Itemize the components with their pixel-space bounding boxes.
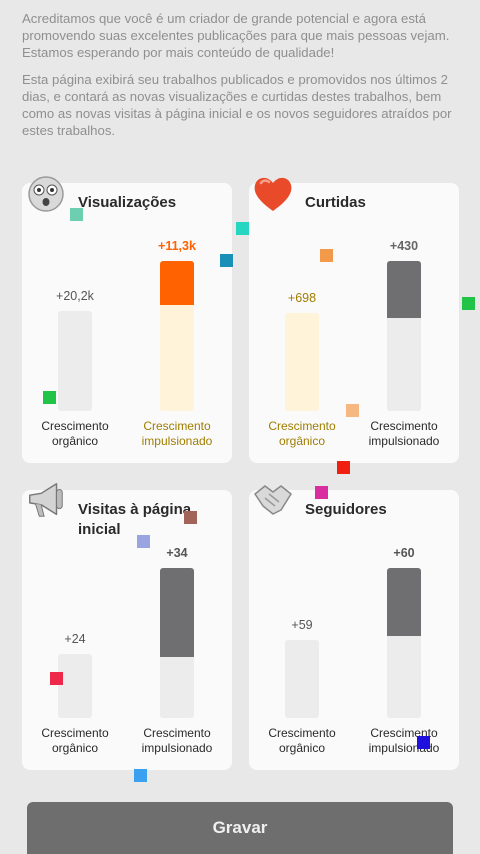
visits-boosted-bar: [160, 568, 194, 718]
decor-square: [337, 461, 350, 474]
decor-square: [417, 736, 430, 749]
likes-organic-column: +698 Crescimento orgânico: [257, 291, 347, 449]
decor-square: [346, 404, 359, 417]
visits-organic-label: Crescimento orgânico: [41, 726, 109, 755]
views-organic-column: +20,2k Crescimento orgânico: [30, 289, 120, 449]
views-boosted-fill: [160, 261, 194, 305]
followers-boosted-value: +60: [393, 546, 415, 560]
handshake-icon: [251, 478, 295, 522]
decor-square: [320, 249, 333, 262]
decor-square: [220, 254, 233, 267]
likes-boosted-fill: [387, 261, 421, 318]
followers-boosted-bar: [387, 568, 421, 718]
surprised-face-icon: [24, 171, 68, 215]
likes-organic-value: +698: [287, 291, 317, 305]
likes-title: Curtidas: [305, 194, 366, 211]
views-organic-label: Crescimento orgânico: [41, 419, 109, 448]
decor-square: [70, 208, 83, 221]
visits-boosted-value: +34: [166, 546, 188, 560]
decor-square: [184, 511, 197, 524]
record-button[interactable]: Gravar: [27, 802, 453, 854]
decor-square: [50, 672, 63, 685]
megaphone-icon: [24, 478, 68, 522]
views-boosted-column: +11,3k Crescimento impulsionado: [132, 239, 222, 449]
homepage-visits-card: Visitas à página inicial +24 Crescimento…: [22, 483, 232, 770]
followers-organic-bar: [285, 640, 319, 718]
followers-boosted-base: [387, 635, 421, 718]
likes-boosted-column: +430 Crescimento impulsionado: [359, 239, 449, 449]
views-title: Visualizações: [78, 194, 177, 211]
visits-organic-bar: [58, 654, 92, 718]
visits-boosted-column: +34 Crescimento impulsionado: [132, 546, 222, 756]
followers-boosted-column: +60 Crescimento impulsionado: [359, 546, 449, 756]
followers-boosted-label: Crescimento impulsionado: [368, 726, 440, 755]
followers-organic-label: Crescimento orgânico: [268, 726, 336, 755]
followers-title: Seguidores: [305, 501, 387, 518]
visits-organic-column: +24 Crescimento orgânico: [30, 632, 120, 756]
heart-icon: [251, 171, 295, 215]
visits-organic-value: +24: [64, 632, 86, 646]
views-organic-value: +20,2k: [56, 289, 94, 303]
decor-square: [315, 486, 328, 499]
decor-square: [137, 535, 150, 548]
homepage-visits-title: Visitas à página inicial: [78, 501, 192, 538]
likes-boosted-value: +430: [389, 239, 419, 253]
visits-boosted-fill: [160, 568, 194, 657]
visits-boosted-base: [160, 656, 194, 718]
followers-organic-value: +59: [291, 618, 313, 632]
visits-boosted-label: Crescimento impulsionado: [141, 726, 213, 755]
views-card: Visualizações +20,2k Crescimento orgânic…: [22, 176, 232, 463]
likes-boosted-bar: [387, 261, 421, 411]
views-boosted-label: Crescimento impulsionado: [141, 419, 213, 448]
views-organic-bar: [58, 311, 92, 411]
likes-organic-bar: [285, 313, 319, 411]
followers-boosted-fill: [387, 568, 421, 636]
intro-text: Acreditamos que você é um criador de gra…: [22, 10, 462, 139]
decor-square: [43, 391, 56, 404]
decor-square: [462, 297, 475, 310]
decor-square: [134, 769, 147, 782]
decor-square: [236, 222, 249, 235]
likes-boosted-label: Crescimento impulsionado: [368, 419, 440, 448]
views-boosted-value: +11,3k: [158, 239, 196, 253]
followers-card: Seguidores +59 Crescimento orgânico +60 …: [249, 485, 459, 770]
likes-card: Curtidas +698 Crescimento orgânico +430 …: [249, 177, 459, 463]
likes-organic-label: Crescimento orgânico: [268, 419, 336, 448]
intro-paragraph-1: Acreditamos que você é um criador de gra…: [22, 11, 450, 60]
followers-organic-column: +59 Crescimento orgânico: [257, 618, 347, 756]
likes-boosted-base: [387, 318, 421, 411]
views-boosted-bar: [160, 261, 194, 411]
intro-paragraph-2: Esta página exibirá seu trabalhos public…: [22, 72, 452, 138]
views-boosted-base: [160, 304, 194, 411]
